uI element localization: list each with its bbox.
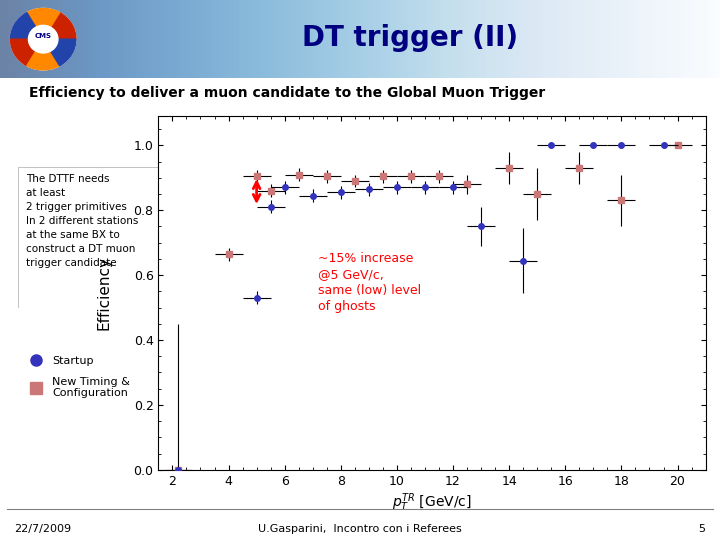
Text: CMS: CMS bbox=[35, 33, 52, 39]
Legend: Startup, New Timing &
Configuration: Startup, New Timing & Configuration bbox=[20, 351, 135, 403]
Text: 5: 5 bbox=[698, 524, 706, 535]
Wedge shape bbox=[43, 12, 76, 39]
X-axis label: $p_T^{TR}$ [GeV/c]: $p_T^{TR}$ [GeV/c] bbox=[392, 492, 472, 515]
Wedge shape bbox=[11, 12, 43, 39]
Text: U.Gasparini,  Incontro con i Referees: U.Gasparini, Incontro con i Referees bbox=[258, 524, 462, 535]
Wedge shape bbox=[27, 9, 60, 39]
Text: Efficiency to deliver a muon candidate to the Global Muon Trigger: Efficiency to deliver a muon candidate t… bbox=[29, 86, 545, 100]
Wedge shape bbox=[27, 39, 60, 70]
Text: ~15% increase
@5 GeV/c,
same (low) level
of ghosts: ~15% increase @5 GeV/c, same (low) level… bbox=[318, 252, 421, 313]
Wedge shape bbox=[43, 39, 76, 66]
Text: The DTTF needs
at least
2 trigger primitives
In 2 different stations
at the same: The DTTF needs at least 2 trigger primit… bbox=[27, 174, 139, 268]
Y-axis label: Efficiency: Efficiency bbox=[97, 256, 112, 330]
Wedge shape bbox=[11, 39, 43, 66]
Circle shape bbox=[11, 9, 76, 70]
Text: 22/7/2009: 22/7/2009 bbox=[14, 524, 71, 535]
Text: DT trigger (II): DT trigger (II) bbox=[302, 24, 518, 52]
Circle shape bbox=[29, 25, 58, 53]
